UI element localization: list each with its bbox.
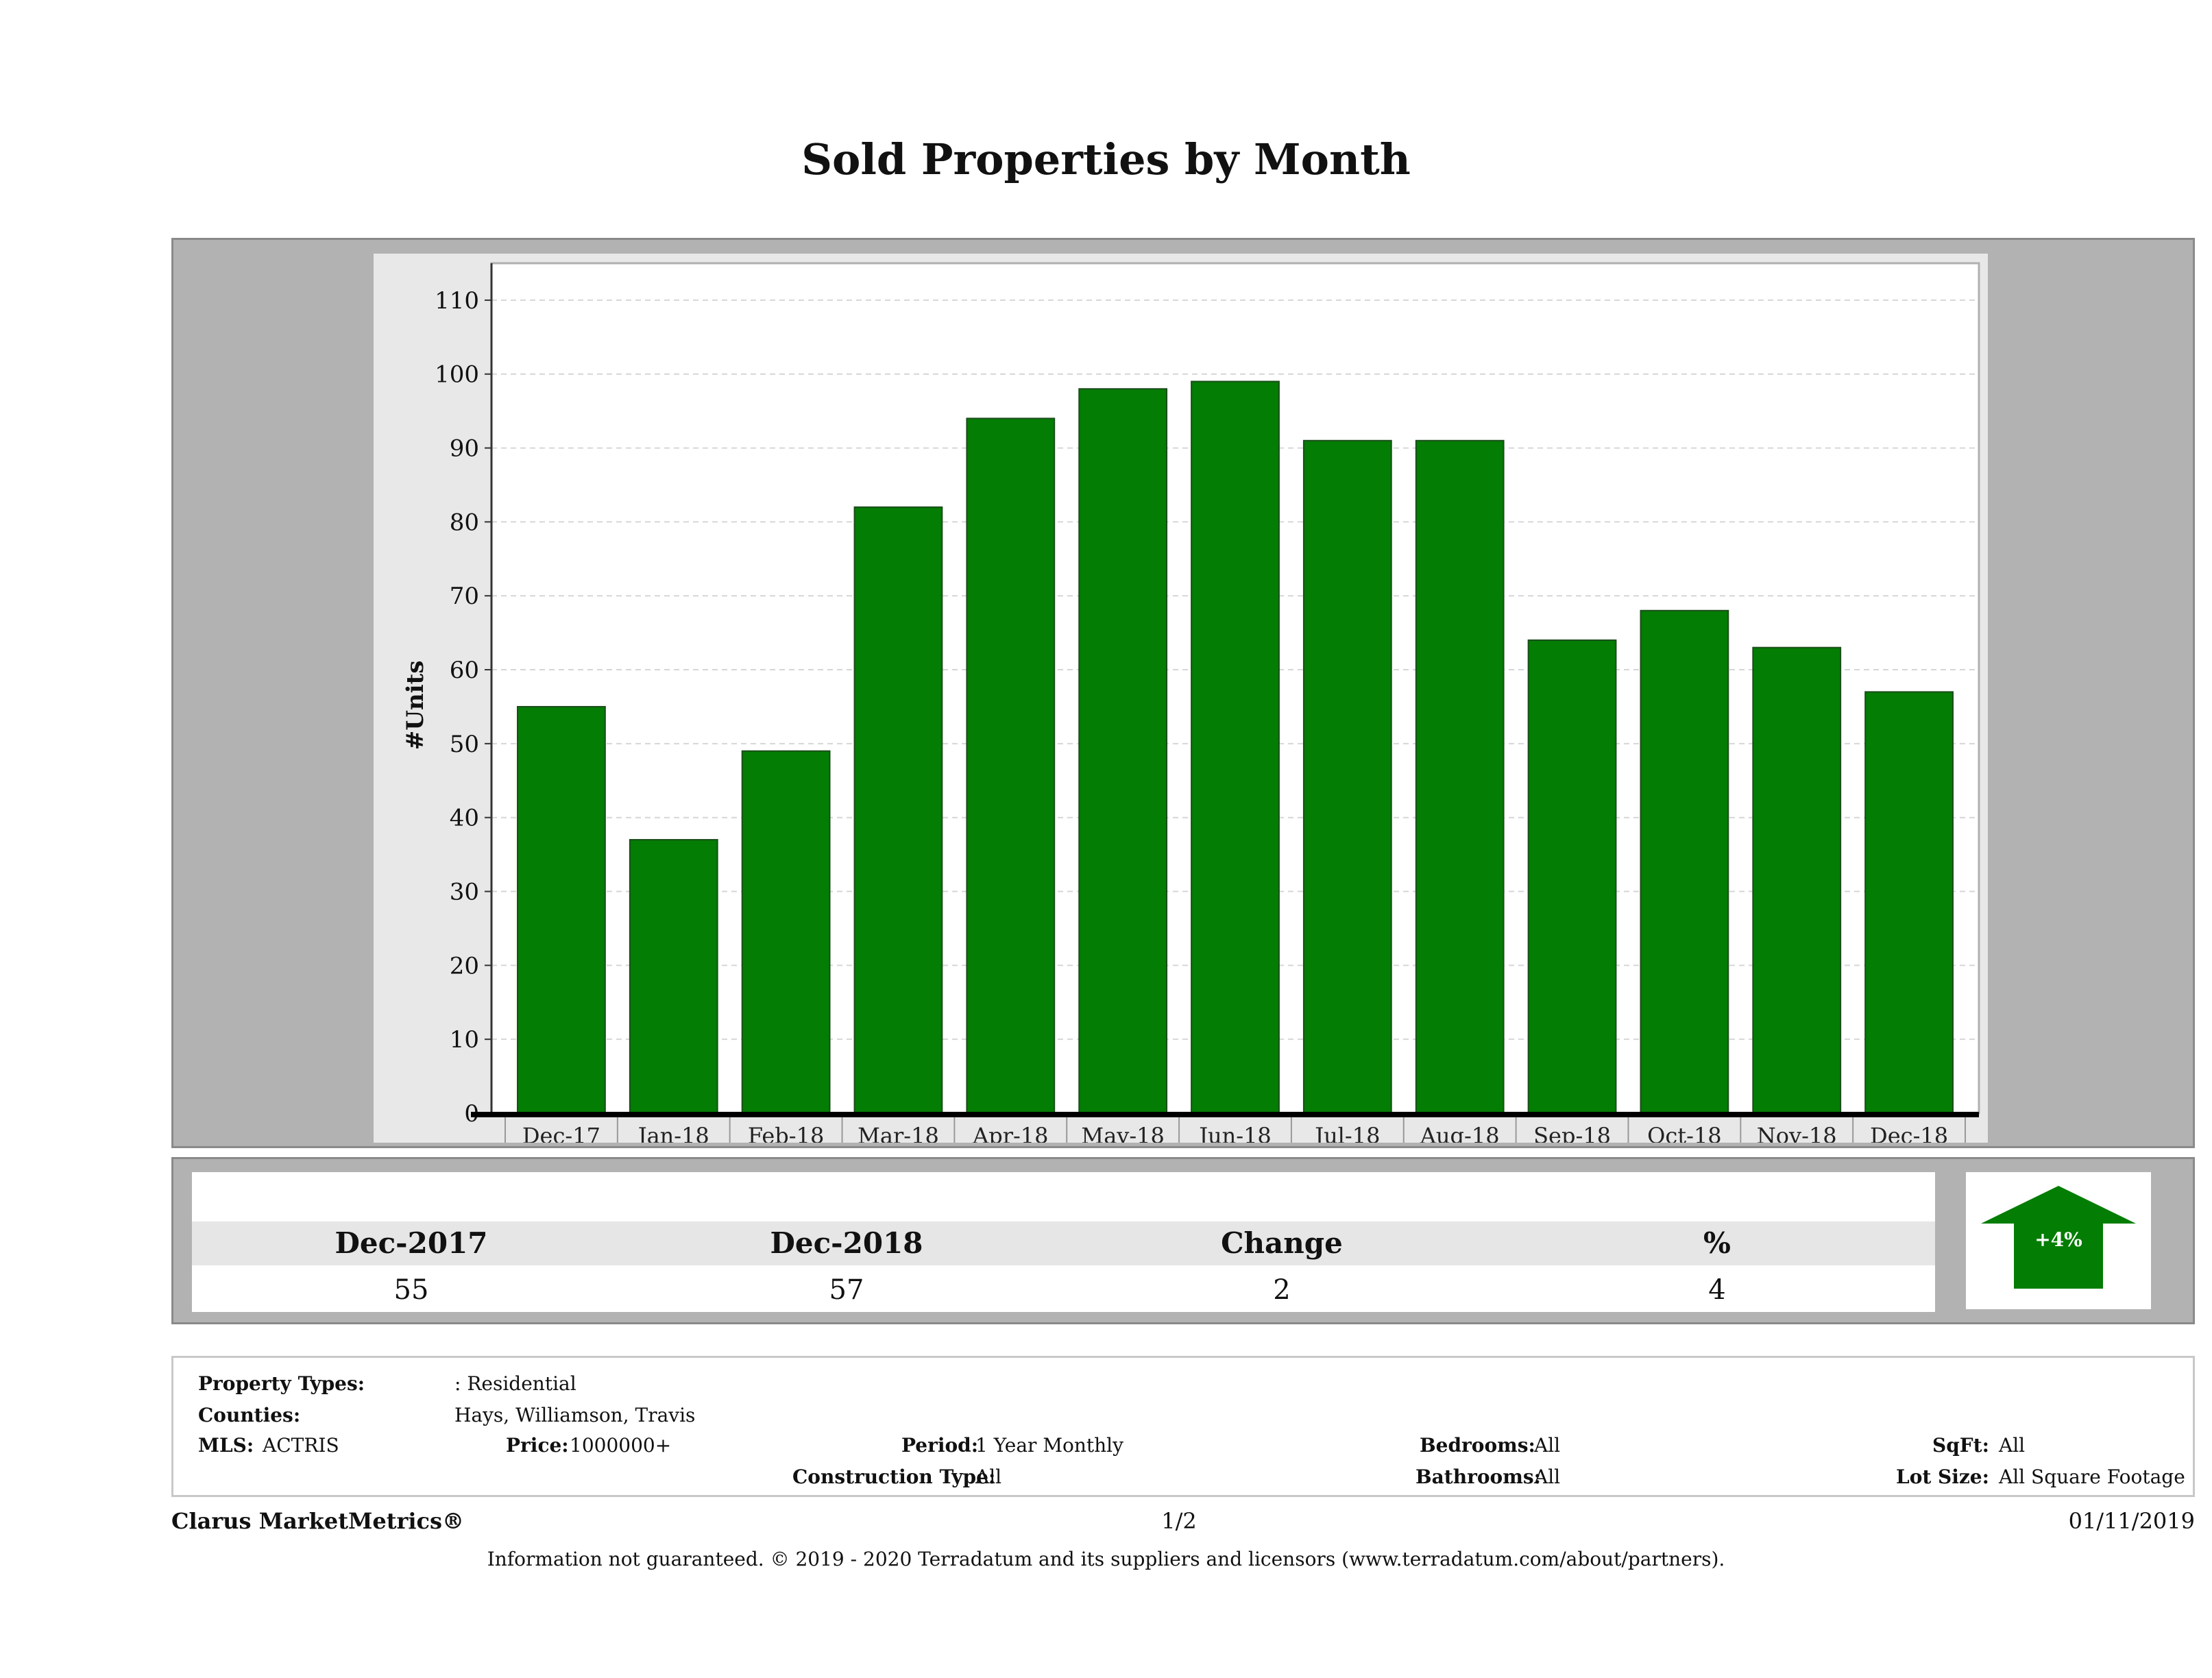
bar-chart: 0102030405060708090100110Dec-17Jan-18Feb…: [402, 262, 1980, 1143]
summary-header-end: Dec-2018: [770, 1226, 923, 1260]
bar: [1191, 380, 1280, 1115]
y-tick-label: 60: [450, 657, 479, 684]
x-tick-label: Apr-18: [972, 1123, 1048, 1143]
price-label: Price:: [506, 1434, 569, 1457]
sqft-value: All: [1999, 1434, 2026, 1457]
summary-value-change: 2: [1273, 1274, 1291, 1306]
footer-disclaimer: Information not guaranteed. © 2019 - 202…: [487, 1548, 1725, 1570]
lot-size-label: Lot Size:: [1896, 1466, 1989, 1488]
change-badge-label: +4%: [2034, 1228, 2082, 1251]
x-tick-label: Jul-18: [1313, 1123, 1380, 1143]
bar: [1640, 609, 1729, 1114]
x-tick-label: Mar-18: [858, 1123, 939, 1143]
y-tick-label: 100: [435, 361, 479, 389]
y-tick-label: 30: [450, 879, 479, 906]
period-label: Period:: [901, 1434, 979, 1457]
x-tick-label: Jun-18: [1197, 1123, 1272, 1143]
filters-box: Property Types: : Residential Counties: …: [171, 1356, 2195, 1497]
construction-type-label: Construction Type:: [792, 1466, 996, 1488]
x-tick-label: Dec-18: [1870, 1123, 1948, 1143]
x-tick-label: Dec-17: [522, 1123, 600, 1143]
x-tick-label: Feb-18: [748, 1123, 824, 1143]
summary-header-percent: %: [1703, 1226, 1731, 1260]
footer-page-number: 1/2: [1161, 1508, 1197, 1534]
period-value: 1 Year Monthly: [975, 1434, 1123, 1457]
counties-label: Counties:: [198, 1404, 301, 1426]
summary-table: Dec-2017 Dec-2018 Change % 55 57 2 4: [192, 1172, 1935, 1312]
construction-type-value: All: [975, 1466, 1002, 1488]
bar: [517, 705, 606, 1114]
bathrooms-value: All: [1534, 1466, 1561, 1488]
mls-label: MLS:: [198, 1434, 254, 1457]
y-tick-label: 20: [450, 952, 479, 980]
property-types-value: : Residential: [454, 1372, 576, 1395]
x-tick-label: May-18: [1081, 1123, 1164, 1143]
x-tick-label: Oct-18: [1647, 1123, 1722, 1143]
counties-value: Hays, Williamson, Travis: [454, 1404, 696, 1426]
y-tick-label: 10: [450, 1026, 479, 1054]
x-tick-label: Sep-18: [1533, 1123, 1611, 1143]
up-arrow-icon: +4%: [1981, 1186, 2136, 1289]
footer-date: 01/11/2019: [2068, 1508, 2195, 1534]
bar: [1415, 439, 1505, 1115]
bar: [966, 417, 1056, 1115]
lot-size-value: All Square Footage: [1999, 1466, 2185, 1488]
summary-value-end: 57: [829, 1274, 864, 1306]
y-tick-label: 40: [450, 805, 479, 832]
bar: [1078, 388, 1168, 1115]
sqft-label: SqFt:: [1932, 1434, 1989, 1457]
x-tick-label: Aug-18: [1420, 1123, 1500, 1143]
summary-header-change: Change: [1221, 1226, 1343, 1260]
bedrooms-value: All: [1534, 1434, 1561, 1457]
change-badge: +4%: [1966, 1172, 2151, 1309]
y-tick-label: 90: [450, 435, 479, 463]
bar: [1752, 646, 1842, 1114]
footer-brand: Clarus MarketMetrics®: [171, 1508, 465, 1534]
summary-value-row: 55 57 2 4: [192, 1268, 1935, 1312]
summary-header-row: Dec-2017 Dec-2018 Change %: [192, 1221, 1935, 1265]
chart-area: 0102030405060708090100110Dec-17Jan-18Feb…: [374, 254, 1988, 1143]
x-tick-label: Jan-18: [636, 1123, 709, 1143]
summary-header-start: Dec-2017: [335, 1226, 488, 1260]
y-tick-label: 70: [450, 583, 479, 610]
price-value: 1000000+: [570, 1434, 672, 1457]
page-title: Sold Properties by Month: [801, 134, 1411, 184]
mls-value: ACTRIS: [263, 1434, 339, 1457]
bathrooms-label: Bathrooms:: [1415, 1466, 1541, 1488]
property-types-label: Property Types:: [198, 1372, 365, 1395]
bar: [741, 750, 831, 1114]
x-tick-label: Nov-18: [1757, 1123, 1837, 1143]
bar: [1302, 439, 1392, 1115]
y-tick-label: 110: [435, 287, 479, 315]
y-tick-label: 80: [450, 509, 479, 536]
summary-value-percent: 4: [1708, 1274, 1726, 1306]
bar: [1527, 639, 1617, 1114]
bar: [1864, 691, 1954, 1114]
summary-value-start: 55: [393, 1274, 429, 1306]
y-axis-label: #Units: [402, 660, 429, 750]
bar: [629, 839, 718, 1114]
y-tick-label: 50: [450, 731, 479, 758]
bedrooms-label: Bedrooms:: [1420, 1434, 1535, 1457]
bar: [853, 506, 943, 1114]
